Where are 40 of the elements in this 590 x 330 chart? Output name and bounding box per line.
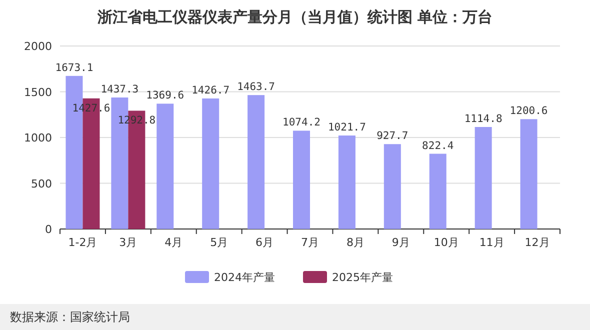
- y-tick-label: 500: [31, 177, 52, 190]
- chart-title: 浙江省电工仪器仪表产量分月（当月值）统计图 单位：万台: [96, 8, 493, 26]
- x-tick-label: 6月: [256, 236, 274, 249]
- source-note: 数据来源：国家统计局: [10, 310, 130, 324]
- data-label: 1463.7: [237, 81, 276, 94]
- data-label: 1114.8: [464, 112, 502, 125]
- bar: [474, 126, 492, 229]
- x-tick-label: 8月: [346, 236, 364, 249]
- bar: [293, 130, 310, 229]
- y-tick-label: 2000: [24, 40, 52, 53]
- x-tick-label: 10月: [434, 236, 459, 249]
- bar: [384, 144, 401, 229]
- x-tick-label: 1-2月: [68, 236, 98, 249]
- bar: [429, 154, 446, 229]
- y-tick-label: 1500: [24, 86, 52, 99]
- data-label: 1074.2: [282, 116, 320, 129]
- x-tick-label: 11月: [479, 236, 504, 249]
- data-label: 1021.7: [328, 122, 366, 134]
- x-tick-label: 3月: [119, 236, 138, 249]
- x-tick-label: 12月: [524, 236, 550, 249]
- bar: [520, 119, 538, 229]
- y-tick-label: 1000: [24, 132, 52, 144]
- x-tick-label: 4月: [164, 236, 183, 249]
- bar: [156, 104, 174, 229]
- data-label: 1673.1: [55, 62, 94, 74]
- legend-label: 2024年产量: [214, 271, 275, 284]
- data-label: 1437.3: [100, 83, 139, 96]
- data-label: 1200.6: [510, 105, 548, 118]
- data-label: 927.7: [376, 130, 408, 142]
- bar: [248, 95, 265, 229]
- bar: [338, 136, 356, 229]
- y-tick-label: 0: [45, 223, 52, 236]
- data-label: 1369.6: [146, 90, 184, 102]
- data-label: 1426.7: [192, 84, 230, 96]
- legend-label: 2025年产量: [332, 271, 393, 284]
- data-label: 822.4: [422, 140, 454, 152]
- x-tick-label: 9月: [392, 236, 410, 249]
- x-tick-label: 5月: [210, 236, 228, 249]
- bar: [202, 98, 220, 229]
- x-tick-label: 7月: [301, 236, 319, 249]
